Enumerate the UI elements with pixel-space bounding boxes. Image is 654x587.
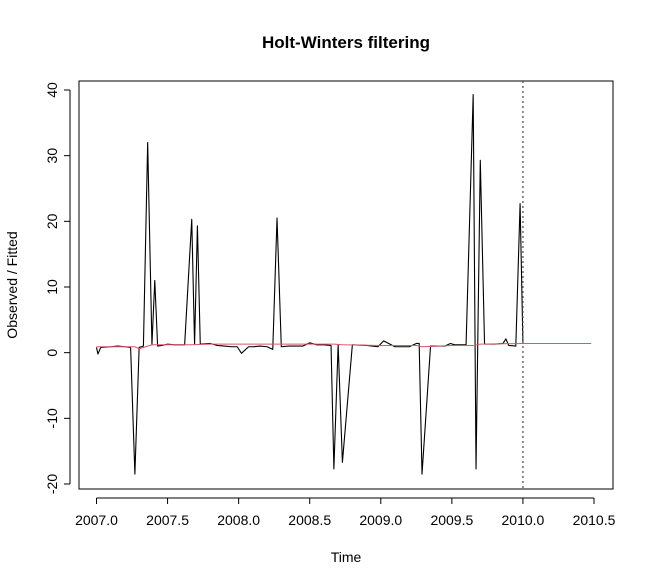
y-tick-label: 20 <box>44 213 60 229</box>
x-tick-label: 2008.0 <box>217 512 260 528</box>
x-tick-label: 2010.0 <box>502 512 545 528</box>
observed-series-line <box>95 94 524 475</box>
y-tick-label: 40 <box>44 82 60 98</box>
x-tick-label: 2007.0 <box>75 512 118 528</box>
plot-frame <box>78 80 614 490</box>
x-tick-label: 2009.0 <box>359 512 402 528</box>
x-axis: 2007.0 2007.5 2008.0 2008.5 2009.0 2009.5 2010… <box>75 497 616 528</box>
y-tick-label: -20 <box>44 474 60 494</box>
x-axis-label: Time <box>331 549 362 565</box>
plot-layer <box>95 81 592 489</box>
y-tick-label: -10 <box>44 408 60 428</box>
y-tick-label: 30 <box>44 148 60 164</box>
x-tick-label: 2009.5 <box>430 512 473 528</box>
x-tick-label: 2007.5 <box>146 512 189 528</box>
y-axis: -20 -10 0 10 20 30 40 <box>44 82 71 494</box>
x-tick-label: 2010.5 <box>573 512 616 528</box>
y-axis-label: Observed / Fitted <box>4 231 20 338</box>
x-tick-label: 2008.5 <box>288 512 331 528</box>
fitted-series-line <box>96 342 592 350</box>
y-tick-label: 0 <box>44 349 60 357</box>
y-tick-label: 10 <box>44 279 60 295</box>
chart-title: Holt-Winters filtering <box>262 33 430 52</box>
